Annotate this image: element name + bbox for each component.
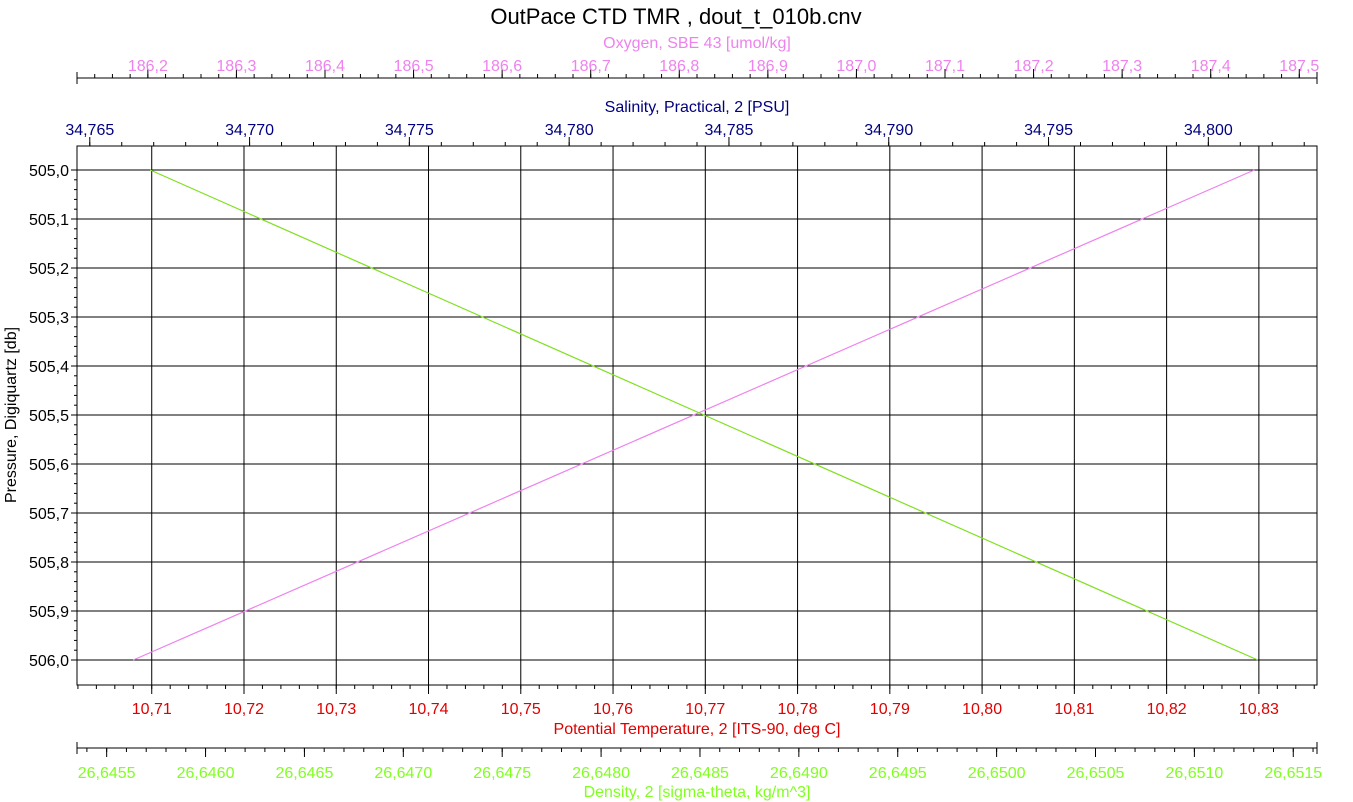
oxygen-tick-label: 187,5 [1279,58,1319,75]
salinity-axis-label: Salinity, Practical, 2 [PSU] [605,99,790,116]
y-tick-label: 505,7 [29,506,69,523]
temperature-tick-label: 10,83 [1239,701,1279,718]
salinity-tick-label: 34,795 [1024,122,1073,139]
temperature-tick-label: 10,80 [962,701,1002,718]
salinity-tick-label: 34,770 [225,122,274,139]
temperature-tick-label: 10,76 [593,701,633,718]
density-tick-label: 26,6505 [1067,765,1125,782]
y-tick-label: 506,0 [29,653,69,670]
oxygen-tick-label: 186,5 [394,58,434,75]
density-tick-label: 26,6465 [276,765,334,782]
temperature-tick-label: 10,71 [132,701,172,718]
salinity-tick-label: 34,800 [1184,122,1233,139]
oxygen-tick-label: 186,6 [482,58,522,75]
temperature-tick-label: 10,74 [408,701,448,718]
y-tick-label: 505,9 [29,604,69,621]
salinity-tick-label: 34,775 [385,122,434,139]
salinity-tick-label: 34,765 [65,122,114,139]
oxygen-tick-label: 186,4 [305,58,345,75]
temperature-tick-label: 10,77 [685,701,725,718]
density-tick-label: 26,6485 [671,765,729,782]
oxygen-tick-label: 187,2 [1014,58,1054,75]
temperature-tick-label: 10,72 [224,701,264,718]
axes: 505,0 505,1 505,2 505,3 505,4 505,5 505,6 505,7… [29,35,1322,801]
density-tick-label: 26,6470 [374,765,432,782]
density-tick-label: 26,6510 [1165,765,1223,782]
y-tick-label: 505,0 [29,163,69,180]
density-axis-label: Density, 2 [sigma-theta, kg/m^3] [584,784,811,801]
temperature-tick-label: 10,82 [1147,701,1187,718]
temperature-series-line [133,169,1255,661]
density-series-line [149,169,1258,661]
density-tick-label: 26,6460 [177,765,235,782]
temperature-tick-label: 10,78 [778,701,818,718]
oxygen-tick-label: 187,3 [1102,58,1142,75]
chart-title: OutPace CTD TMR , dout_t_010b.cnv [490,4,861,29]
density-tick-label: 26,6500 [968,765,1026,782]
oxygen-tick-label: 187,1 [925,58,965,75]
density-tick-label: 26,6515 [1264,765,1322,782]
temperature-tick-label: 10,81 [1054,701,1094,718]
salinity-tick-label: 34,785 [704,122,753,139]
y-tick-label: 505,5 [29,408,69,425]
density-tick-label: 26,6480 [572,765,630,782]
oxygen-tick-label: 186,7 [571,58,611,75]
y-tick-label: 505,4 [29,359,69,376]
salinity-tick-label: 34,780 [545,122,594,139]
density-tick-label: 26,6455 [78,765,136,782]
oxygen-tick-label: 186,9 [748,58,788,75]
temperature-tick-label: 10,75 [501,701,541,718]
oxygen-tick-label: 186,3 [216,58,256,75]
y-tick-label: 505,2 [29,261,69,278]
density-tick-label: 26,6495 [869,765,927,782]
y-tick-label: 505,8 [29,555,69,572]
oxygen-tick-label: 187,0 [836,58,876,75]
temperature-axis-label: Potential Temperature, 2 [ITS-90, deg C] [554,721,841,738]
density-tick-label: 26,6490 [770,765,828,782]
y-tick-label: 505,3 [29,310,69,327]
data-series [133,169,1258,661]
temperature-tick-label: 10,79 [870,701,910,718]
y-tick-label: 505,6 [29,457,69,474]
oxygen-axis-label: Oxygen, SBE 43 [umol/kg] [603,35,791,52]
oxygen-tick-label: 186,8 [659,58,699,75]
salinity-tick-label: 34,790 [864,122,913,139]
oxygen-tick-label: 186,2 [128,58,168,75]
y-axis-label: Pressure, Digiquartz [db] [3,327,20,503]
density-tick-label: 26,6475 [473,765,531,782]
y-tick-label: 505,1 [29,212,69,229]
temperature-tick-label: 10,73 [316,701,356,718]
oxygen-tick-label: 187,4 [1191,58,1231,75]
